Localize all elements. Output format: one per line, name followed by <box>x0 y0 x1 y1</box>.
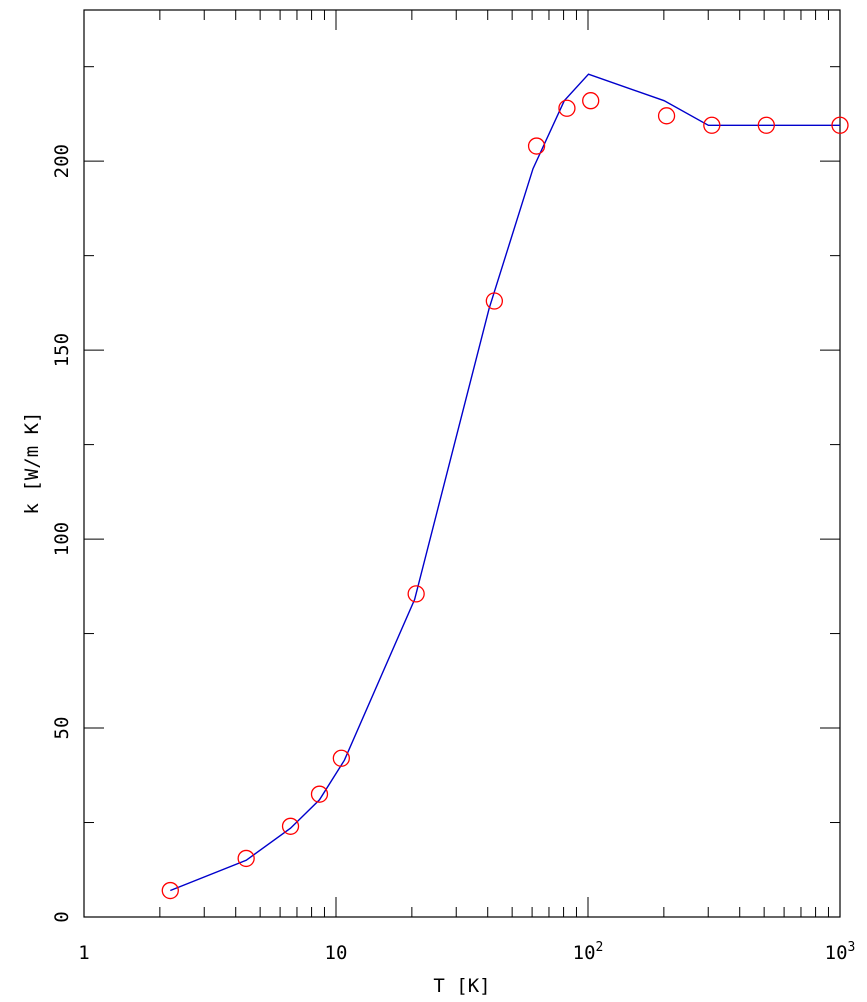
y-axis-label: k [W/m K] <box>21 412 43 515</box>
data-point <box>407 585 425 603</box>
x-axis-label: T [K] <box>433 975 490 997</box>
fit-line <box>170 73 840 892</box>
y-tick-label: 200 <box>51 144 73 178</box>
data-point <box>161 881 179 900</box>
axis-ticks <box>83 10 840 918</box>
y-tick-label: 0 <box>51 911 73 922</box>
y-tick-label: 150 <box>51 333 73 367</box>
data-point <box>657 107 676 125</box>
x-tick-label: 1 <box>78 942 89 964</box>
data-point <box>310 785 329 803</box>
data-point <box>527 137 546 155</box>
data-point <box>485 292 504 310</box>
data-point <box>237 849 255 868</box>
data-series <box>161 73 849 900</box>
data-point <box>757 116 775 134</box>
axis-tick-labels: 1 10 102 103 0 50 100 150 200 <box>51 144 855 964</box>
data-point <box>703 116 721 134</box>
data-point <box>558 99 576 117</box>
data-point <box>831 116 849 134</box>
data-point <box>582 92 600 110</box>
y-tick-label: 50 <box>51 717 73 740</box>
x-tick-label: 103 <box>825 940 856 964</box>
plot-frame <box>83 9 841 918</box>
y-tick-label: 100 <box>51 522 73 556</box>
data-point <box>281 817 300 835</box>
data-point <box>332 749 350 767</box>
x-tick-label: 10 <box>325 942 348 964</box>
x-tick-label: 102 <box>573 940 604 964</box>
